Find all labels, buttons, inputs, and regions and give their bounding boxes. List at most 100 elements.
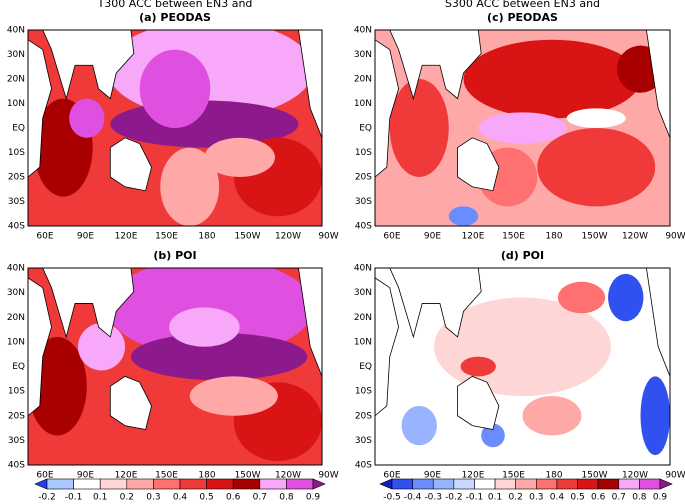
map-panel: 40N 30N 20N 10N EQ 10S 20S 30S 40S 60E 90E 120E 150E… [7, 0, 339, 242]
lat-label: 20N [7, 313, 25, 323]
colorbar-segment [597, 478, 620, 490]
land [375, 277, 400, 417]
field-blob [478, 112, 567, 144]
lat-label: 20S [8, 173, 25, 183]
land [109, 137, 152, 192]
map-field [28, 30, 322, 226]
field-blob [537, 128, 656, 207]
colorbar-label: 0.6 [591, 493, 606, 503]
colorbar-segment [515, 478, 537, 490]
lon-label: 120W [275, 471, 301, 481]
lon-label: 120W [275, 232, 301, 242]
panel-title: T300 ACC between EN3 and [97, 0, 253, 10]
lon-label: 120W [622, 232, 648, 242]
lat-label: 30S [355, 197, 372, 207]
colorbar-segment [432, 478, 455, 490]
lat-label: 20S [355, 411, 372, 421]
frame [374, 267, 671, 466]
field-blob [566, 108, 626, 128]
lon-label: 90W [318, 232, 338, 242]
colorbar-label: 0.9 [306, 493, 321, 503]
colorbar-segment [639, 478, 661, 490]
land [42, 268, 135, 339]
colorbar-label: -0.4 [404, 493, 422, 503]
field-blob [389, 79, 449, 177]
map-panel: 40N 30N 20N 10N EQ 10S 20S 30S 40S 60E 90E 120E 150E… [354, 0, 685, 242]
lat-label: 10N [7, 99, 25, 109]
lon-label: 90E [424, 232, 441, 242]
colorbar-label: 0.2 [509, 493, 523, 503]
lon-label: 150W [581, 471, 607, 481]
field-blob [69, 98, 105, 138]
field-blob [130, 333, 308, 381]
lat-label: 40N [354, 26, 372, 36]
field-blob [608, 273, 644, 322]
lon-label: 150W [581, 232, 607, 242]
lat-label: 20N [7, 75, 25, 85]
lat-label: 10S [355, 148, 372, 158]
colorbar-end [659, 478, 673, 490]
colorbar-segment [494, 478, 516, 490]
land [457, 137, 500, 192]
lat-label: 10S [8, 148, 25, 158]
map-field [375, 268, 670, 465]
lon-label: 180 [545, 232, 562, 242]
land [389, 30, 482, 101]
map-panel: 40N 30N 20N 10N EQ 10S 20S 30S 40S 60E 90E 120E 150E… [7, 249, 339, 481]
lat-label: 30N [354, 50, 372, 60]
map-field [28, 268, 322, 465]
colorbar: -0.5 -0.4 -0.3 -0.2 -0.1 0.1 0.2 0.3 0.4 0.5 0.6 0.… [379, 478, 673, 503]
field-blob [169, 307, 240, 347]
lat-label: 30S [355, 436, 372, 446]
colorbar-segment [556, 478, 578, 490]
lon-label: 150E [155, 232, 178, 242]
colorbar-segment [153, 478, 181, 490]
lat-label: 10S [355, 387, 372, 397]
field-blob [189, 376, 278, 416]
colorbar-label: 0.9 [653, 493, 668, 503]
lon-label: 90W [665, 471, 685, 481]
colorbar-segment [474, 478, 496, 490]
lat-label: 40N [7, 264, 25, 274]
frame [374, 29, 671, 227]
colorbar-segment [391, 478, 413, 490]
colorbar-segment [73, 478, 101, 490]
land [457, 375, 500, 431]
land [375, 39, 400, 178]
land [645, 268, 670, 377]
lon-label: 120E [462, 232, 485, 242]
field-blob [448, 206, 479, 226]
colorbar-segment [412, 478, 434, 490]
colorbar-label: -0.2 [445, 493, 463, 503]
colorbar: -0.2 -0.1 0.1 0.2 0.3 0.4 0.5 0.6 0.7 0.8 0.9 [34, 478, 326, 503]
field-blob [640, 376, 670, 456]
panel-label: (a) PEODAS [139, 11, 211, 24]
field-blob [481, 423, 505, 448]
lat-label: 40N [354, 264, 372, 274]
colorbar-label: 0.5 [199, 493, 213, 503]
land [28, 277, 52, 417]
colorbar-segment [536, 478, 558, 490]
lat-label: 20S [8, 411, 25, 421]
lon-label: 150E [502, 232, 525, 242]
lat-label: 20N [354, 75, 372, 85]
colorbar-segment [99, 478, 128, 490]
lon-label: 90W [318, 471, 338, 481]
lat-label: 40S [355, 461, 372, 471]
lon-label: 90E [424, 471, 441, 481]
colorbar-label: 0.2 [120, 493, 134, 503]
land [28, 39, 52, 178]
land [298, 30, 322, 138]
colorbar-label: 0.5 [570, 493, 584, 503]
colorbar-segment [179, 478, 207, 490]
lon-label: 60E [36, 232, 53, 242]
colorbar-label: 0.1 [488, 493, 502, 503]
field-blob [463, 39, 641, 119]
lat-label: 40S [8, 222, 25, 232]
map-field [375, 30, 670, 226]
colorbar-label: 0.1 [93, 493, 107, 503]
lon-label: 60E [36, 471, 53, 481]
colorbar-segment [618, 478, 640, 490]
field-blob [557, 281, 606, 314]
colorbar-label: -0.2 [38, 493, 56, 503]
